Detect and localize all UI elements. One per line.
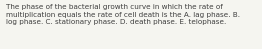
Text: The phase of the bacterial growth curve in which the rate of
multiplication equa: The phase of the bacterial growth curve … — [6, 4, 240, 25]
